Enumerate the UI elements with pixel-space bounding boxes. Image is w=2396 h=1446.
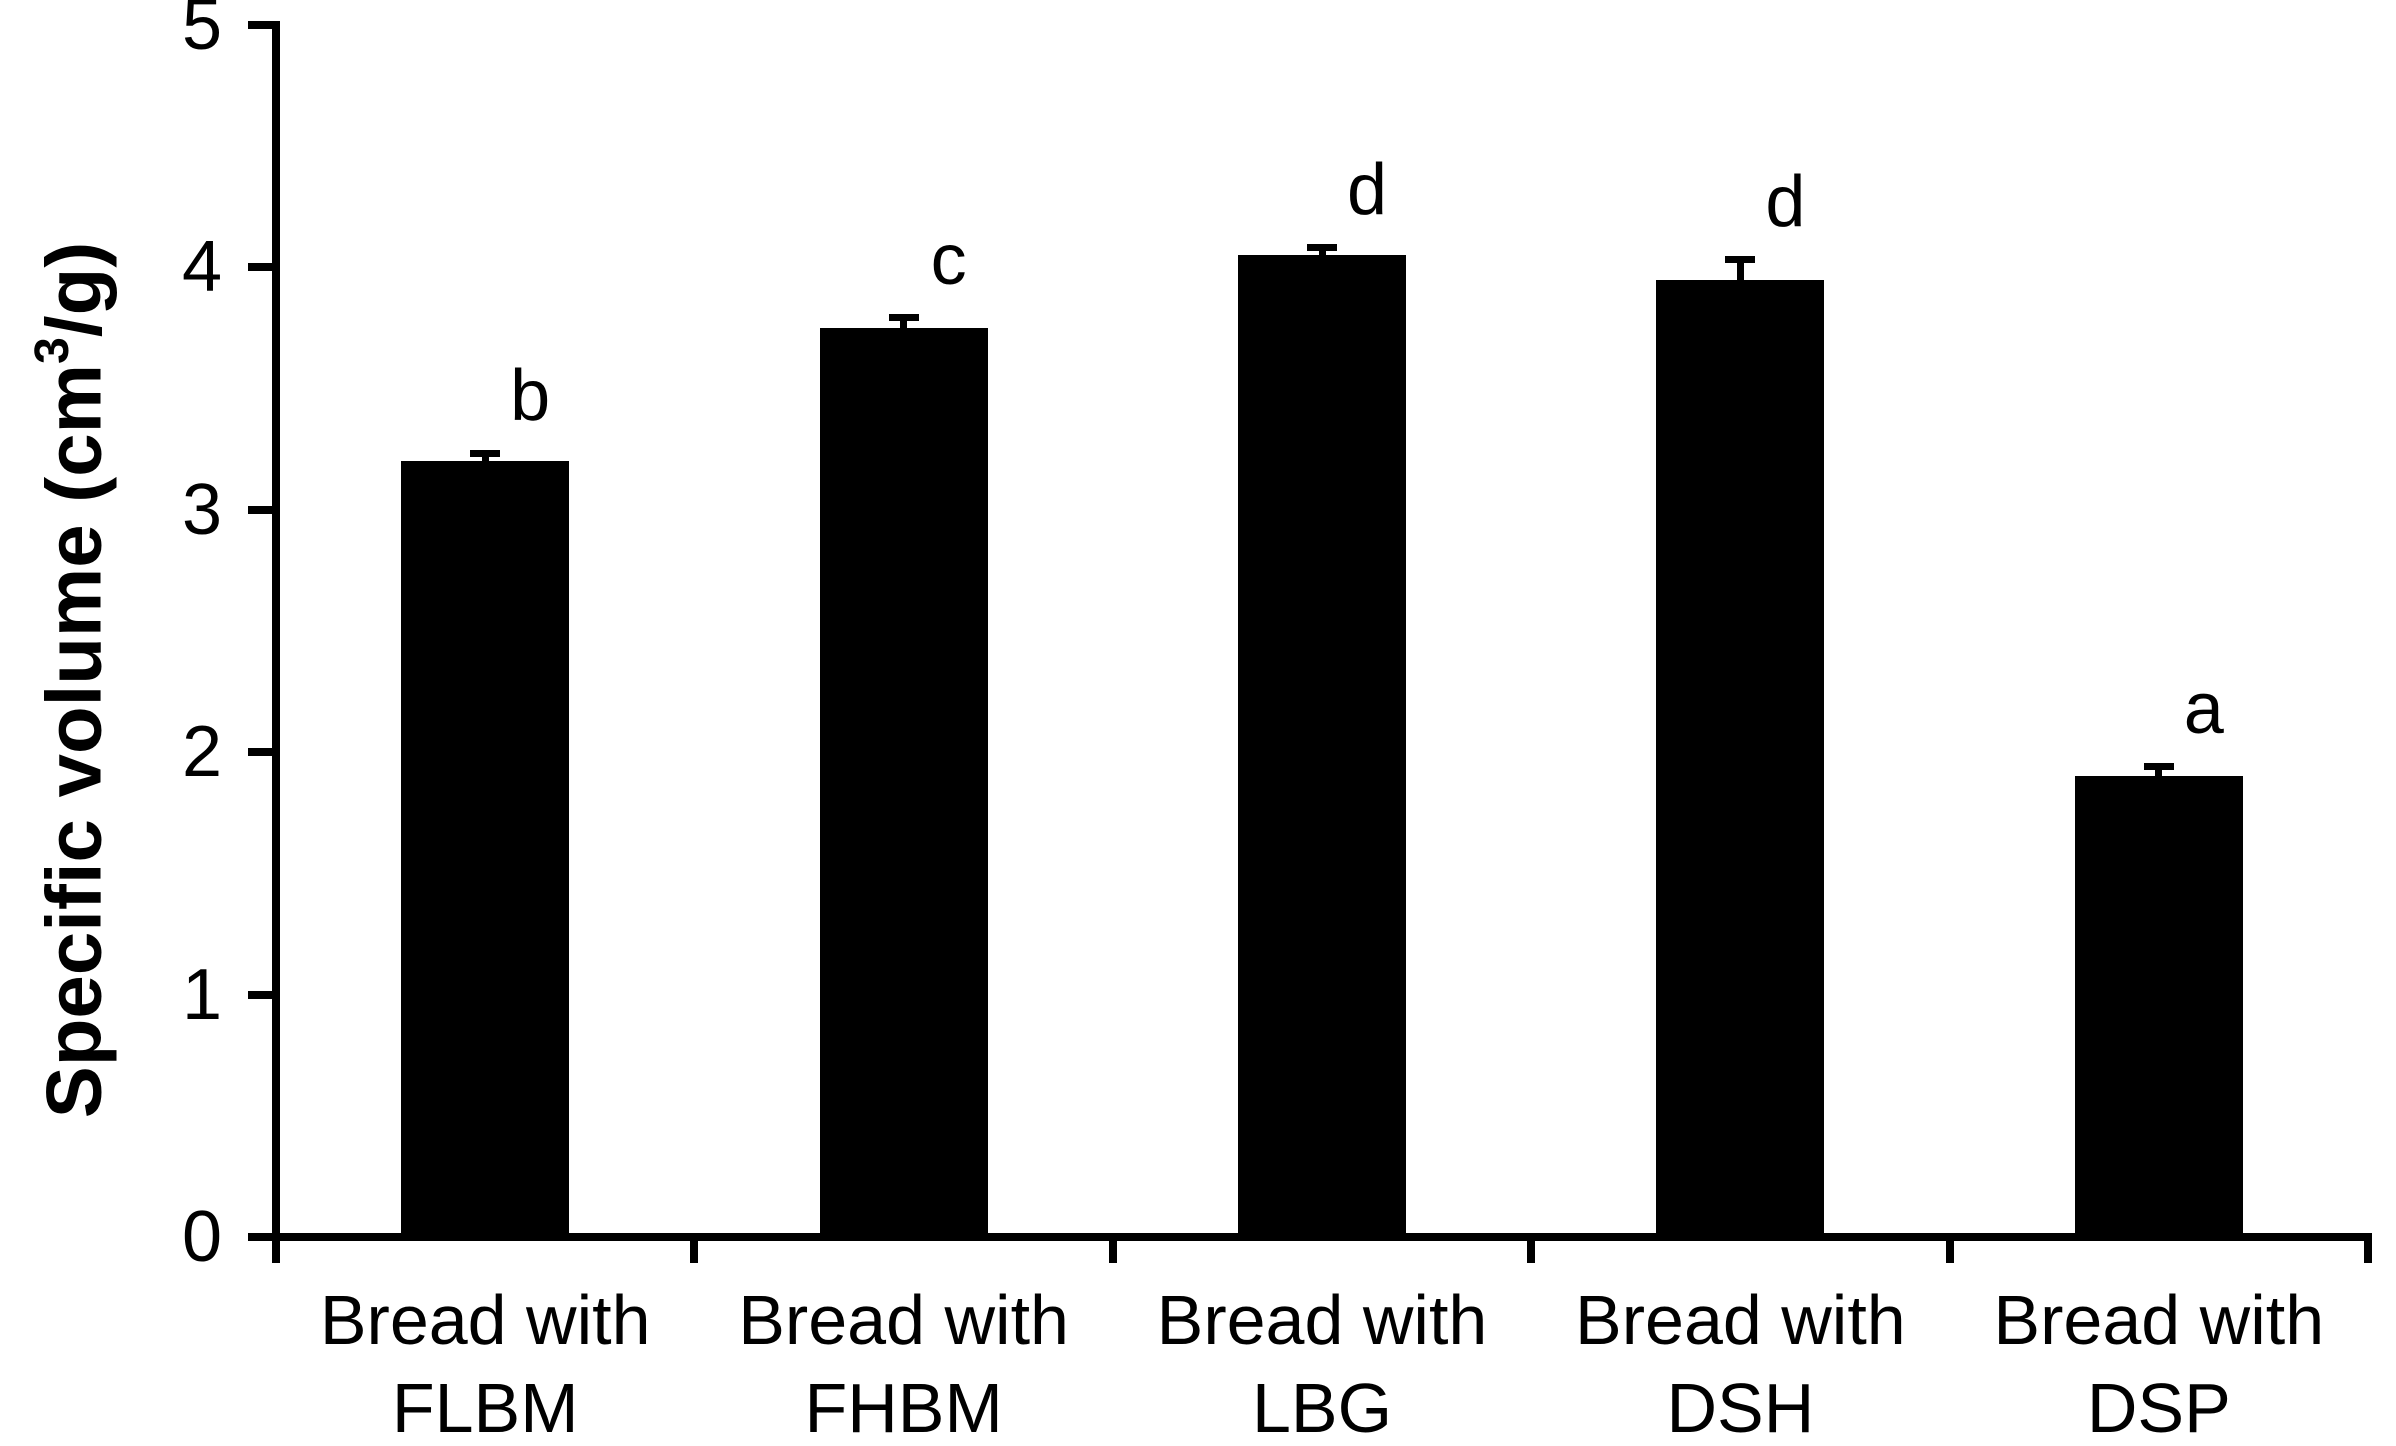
y-tick-label: 1 (181, 954, 222, 1035)
y-axis-title-superscript: 3 (25, 337, 79, 364)
significance-letter: a (2183, 668, 2224, 749)
bar-dsp (2074, 776, 2243, 1241)
y-axis-line (272, 21, 280, 1241)
error-bar-line (481, 454, 489, 492)
y-tick-label: 2 (181, 712, 222, 793)
y-tick-mark (248, 21, 280, 29)
error-bar-cap (888, 314, 919, 322)
y-tick-label: 0 (181, 1197, 222, 1277)
x-tick-mark (1527, 1233, 1536, 1263)
error-bar-cap (1725, 256, 1756, 264)
significance-letter: c (930, 220, 967, 301)
bar-flbm (401, 461, 570, 1241)
y-tick-mark (248, 505, 280, 514)
error-bar-line (1736, 260, 1744, 310)
significance-letter: d (1346, 150, 1388, 230)
x-category-label: Bread with DSP (1993, 1281, 2325, 1446)
y-tick-label: 4 (181, 227, 222, 308)
x-tick-mark (1108, 1233, 1117, 1263)
error-bar-cap (2143, 762, 2174, 770)
bar-lbg (1238, 255, 1406, 1241)
y-tick-mark (248, 990, 280, 999)
x-tick-mark (2364, 1233, 2372, 1263)
error-bar-line (1318, 248, 1326, 286)
significance-letter: b (510, 356, 551, 437)
x-category-label: Bread with LBG (1156, 1281, 1488, 1446)
y-tick-mark (248, 748, 280, 757)
y-tick-mark (248, 263, 280, 272)
bar-fhbm (819, 328, 988, 1241)
error-bar-cap (1307, 244, 1337, 251)
significance-letter: d (1765, 162, 1806, 243)
x-category-label: Bread with FLBM (319, 1281, 651, 1446)
x-tick-mark (272, 1233, 280, 1263)
y-tick-label: 3 (181, 469, 222, 550)
y-tick-mark (248, 1233, 280, 1241)
x-category-label: Bread with FHBM (738, 1281, 1069, 1446)
error-bar-cap (470, 450, 501, 458)
error-bar-line (2155, 766, 2163, 807)
error-bar-line (900, 318, 908, 358)
y-tick-label: 5 (181, 0, 222, 65)
x-category-label: Bread with DSH (1575, 1281, 1906, 1446)
bar-dsh (1656, 279, 1825, 1241)
x-tick-mark (1945, 1233, 1954, 1263)
x-tick-mark (690, 1233, 699, 1263)
